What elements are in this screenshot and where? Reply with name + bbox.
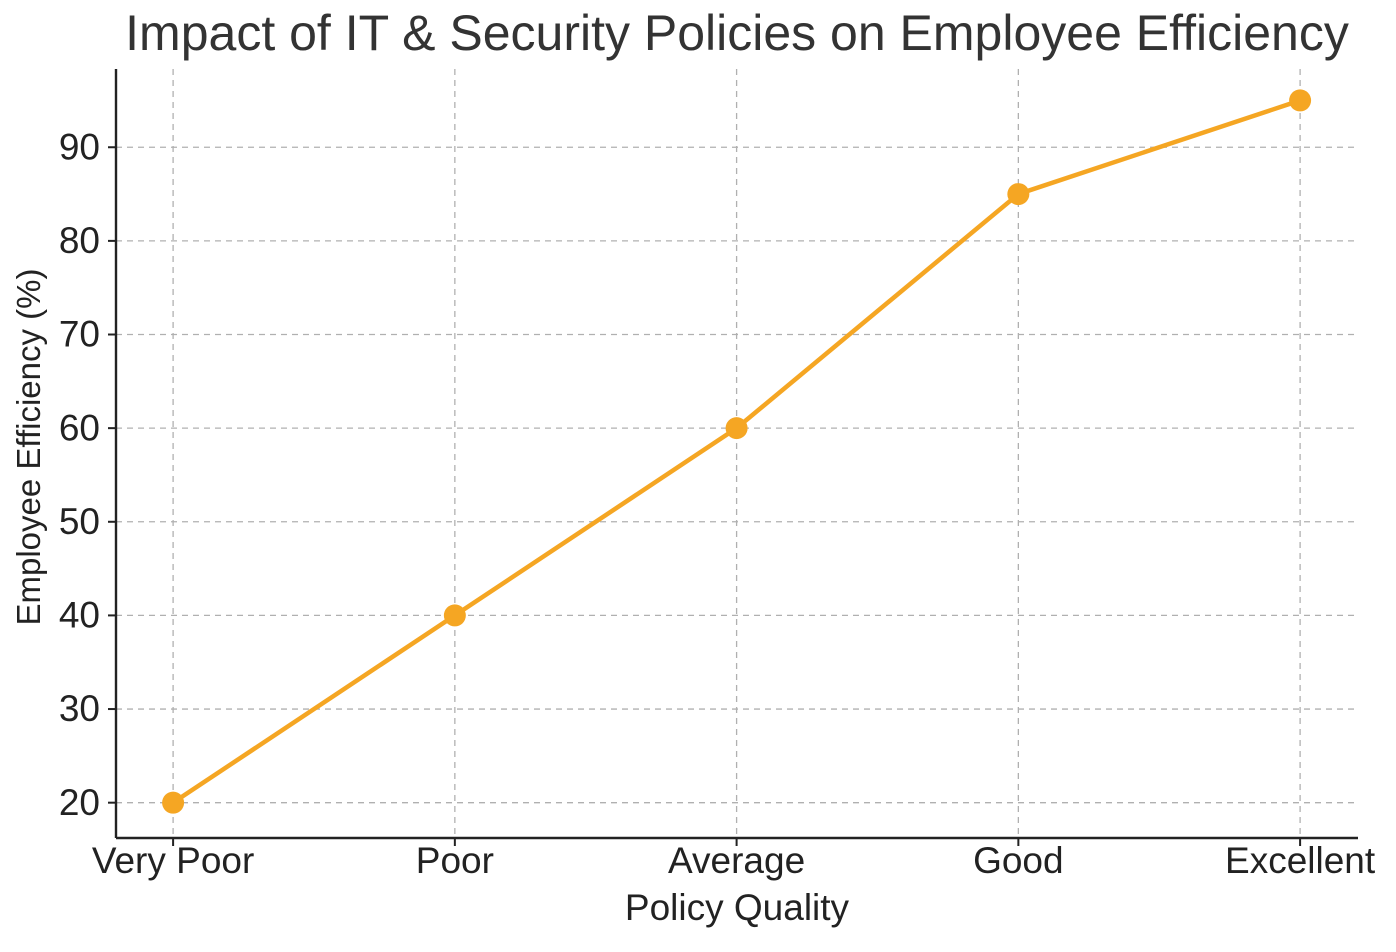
svg-text:Excellent: Excellent xyxy=(1225,840,1376,881)
svg-text:Average: Average xyxy=(668,840,805,881)
svg-text:50: 50 xyxy=(59,501,100,542)
svg-text:Good: Good xyxy=(973,840,1064,881)
svg-text:80: 80 xyxy=(59,220,100,261)
svg-text:Very Poor: Very Poor xyxy=(92,840,254,881)
svg-text:20: 20 xyxy=(59,782,100,823)
svg-text:Impact of IT & Security Polici: Impact of IT & Security Policies on Empl… xyxy=(125,5,1349,61)
svg-text:40: 40 xyxy=(59,595,100,636)
svg-text:60: 60 xyxy=(59,407,100,448)
svg-text:Poor: Poor xyxy=(416,840,494,881)
svg-text:Employee Efficiency (%): Employee Efficiency (%) xyxy=(10,268,47,625)
svg-text:Policy Quality: Policy Quality xyxy=(625,887,850,928)
svg-text:90: 90 xyxy=(59,126,100,167)
svg-text:30: 30 xyxy=(59,688,100,729)
svg-text:70: 70 xyxy=(59,314,100,355)
